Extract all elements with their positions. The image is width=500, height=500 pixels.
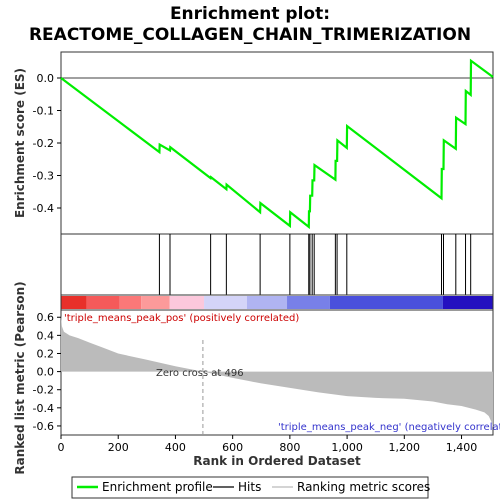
es-ytick-label: -0.4 — [33, 202, 54, 215]
hits-panel-frame — [60, 233, 494, 296]
es-ytick-label: -0.1 — [33, 105, 54, 118]
es-y-axis-label: Enrichment score (ES) — [13, 68, 27, 218]
x-tick-label: 200 — [108, 441, 129, 454]
metric-ytick-label: 0.6 — [37, 311, 55, 324]
es-ytick-label: 0.0 — [37, 72, 55, 85]
x-tick-label: 1,000 — [331, 441, 363, 454]
chart-title-line1: Enrichment plot: — [170, 4, 330, 24]
es-y-axis: 0.0 -0.1 -0.2 -0.3 -0.4 — [33, 72, 493, 215]
x-tick-label: 800 — [279, 441, 300, 454]
metric-y-axis: 0.6 0.4 0.2 0.0 -0.2 -0.4 -0.6 — [33, 311, 61, 433]
metric-ytick-label: 0.2 — [37, 347, 55, 360]
x-tick-label: 0 — [58, 441, 65, 454]
metric-ytick-label: -0.6 — [33, 420, 54, 433]
colorbar-segment — [169, 296, 205, 309]
negative-label: 'triple_means_peak_neg' (negatively corr… — [278, 422, 500, 433]
x-axis-label: Rank in Ordered Dataset — [193, 454, 361, 468]
metric-ytick-label: -0.2 — [33, 384, 54, 397]
es-panel: 0.0 -0.1 -0.2 -0.3 -0.4 Enrichment score (ES… — [13, 51, 494, 235]
hits-panel — [60, 233, 494, 296]
legend-enrichment-label: Enrichment profile — [102, 480, 213, 494]
colorbar-segment — [86, 296, 120, 309]
ranking-metric-area — [61, 315, 493, 428]
positive-label: 'triple_means_peak_pos' (positively corr… — [64, 313, 299, 324]
es-ytick-label: -0.3 — [33, 170, 54, 183]
metric-ytick-label: 0.4 — [37, 329, 55, 342]
colorbar-segment — [141, 296, 170, 309]
colorbar-segment — [119, 296, 142, 309]
metric-ytick-label: -0.4 — [33, 402, 54, 415]
x-tick-label: 600 — [222, 441, 243, 454]
es-panel-frame — [60, 51, 494, 235]
x-tick-label: 1,200 — [389, 441, 421, 454]
metric-ytick-label: 0.0 — [37, 366, 55, 379]
hit-lines — [158, 234, 472, 295]
colorbar-segment — [246, 296, 288, 309]
legend-frame — [71, 476, 429, 499]
legend-metric-label: Ranking metric scores — [297, 480, 430, 494]
enrichment-profile-line — [60, 58, 494, 230]
legend: Enrichment profile Hits Ranking metric s… — [71, 476, 430, 499]
legend-hits-label: Hits — [238, 480, 261, 494]
colorbar-segment — [61, 296, 87, 309]
colorbar-segment — [287, 296, 330, 309]
zero-cross-label: Zero cross at 496 — [156, 368, 244, 379]
es-ytick-label: -0.2 — [33, 137, 54, 150]
colorbar-segment — [204, 296, 247, 309]
x-tick-label: 1,400 — [446, 441, 478, 454]
x-axis: 0 200 400 600 800 1,000 1,200 1,400 — [58, 435, 478, 454]
colorbar-segment — [442, 296, 493, 309]
colorbar-segment — [329, 296, 443, 309]
x-tick-label: 400 — [165, 441, 186, 454]
rank-colorbar — [61, 296, 493, 309]
metric-panel: 0.6 0.4 0.2 0.0 -0.2 -0.4 -0.6 'triple_means_p… — [13, 281, 500, 474]
metric-y-axis-label: Ranked list metric (Pearson) — [13, 281, 27, 474]
chart-title-line2: REACTOME_COLLAGEN_CHAIN_TRIMERIZATION — [29, 25, 471, 45]
